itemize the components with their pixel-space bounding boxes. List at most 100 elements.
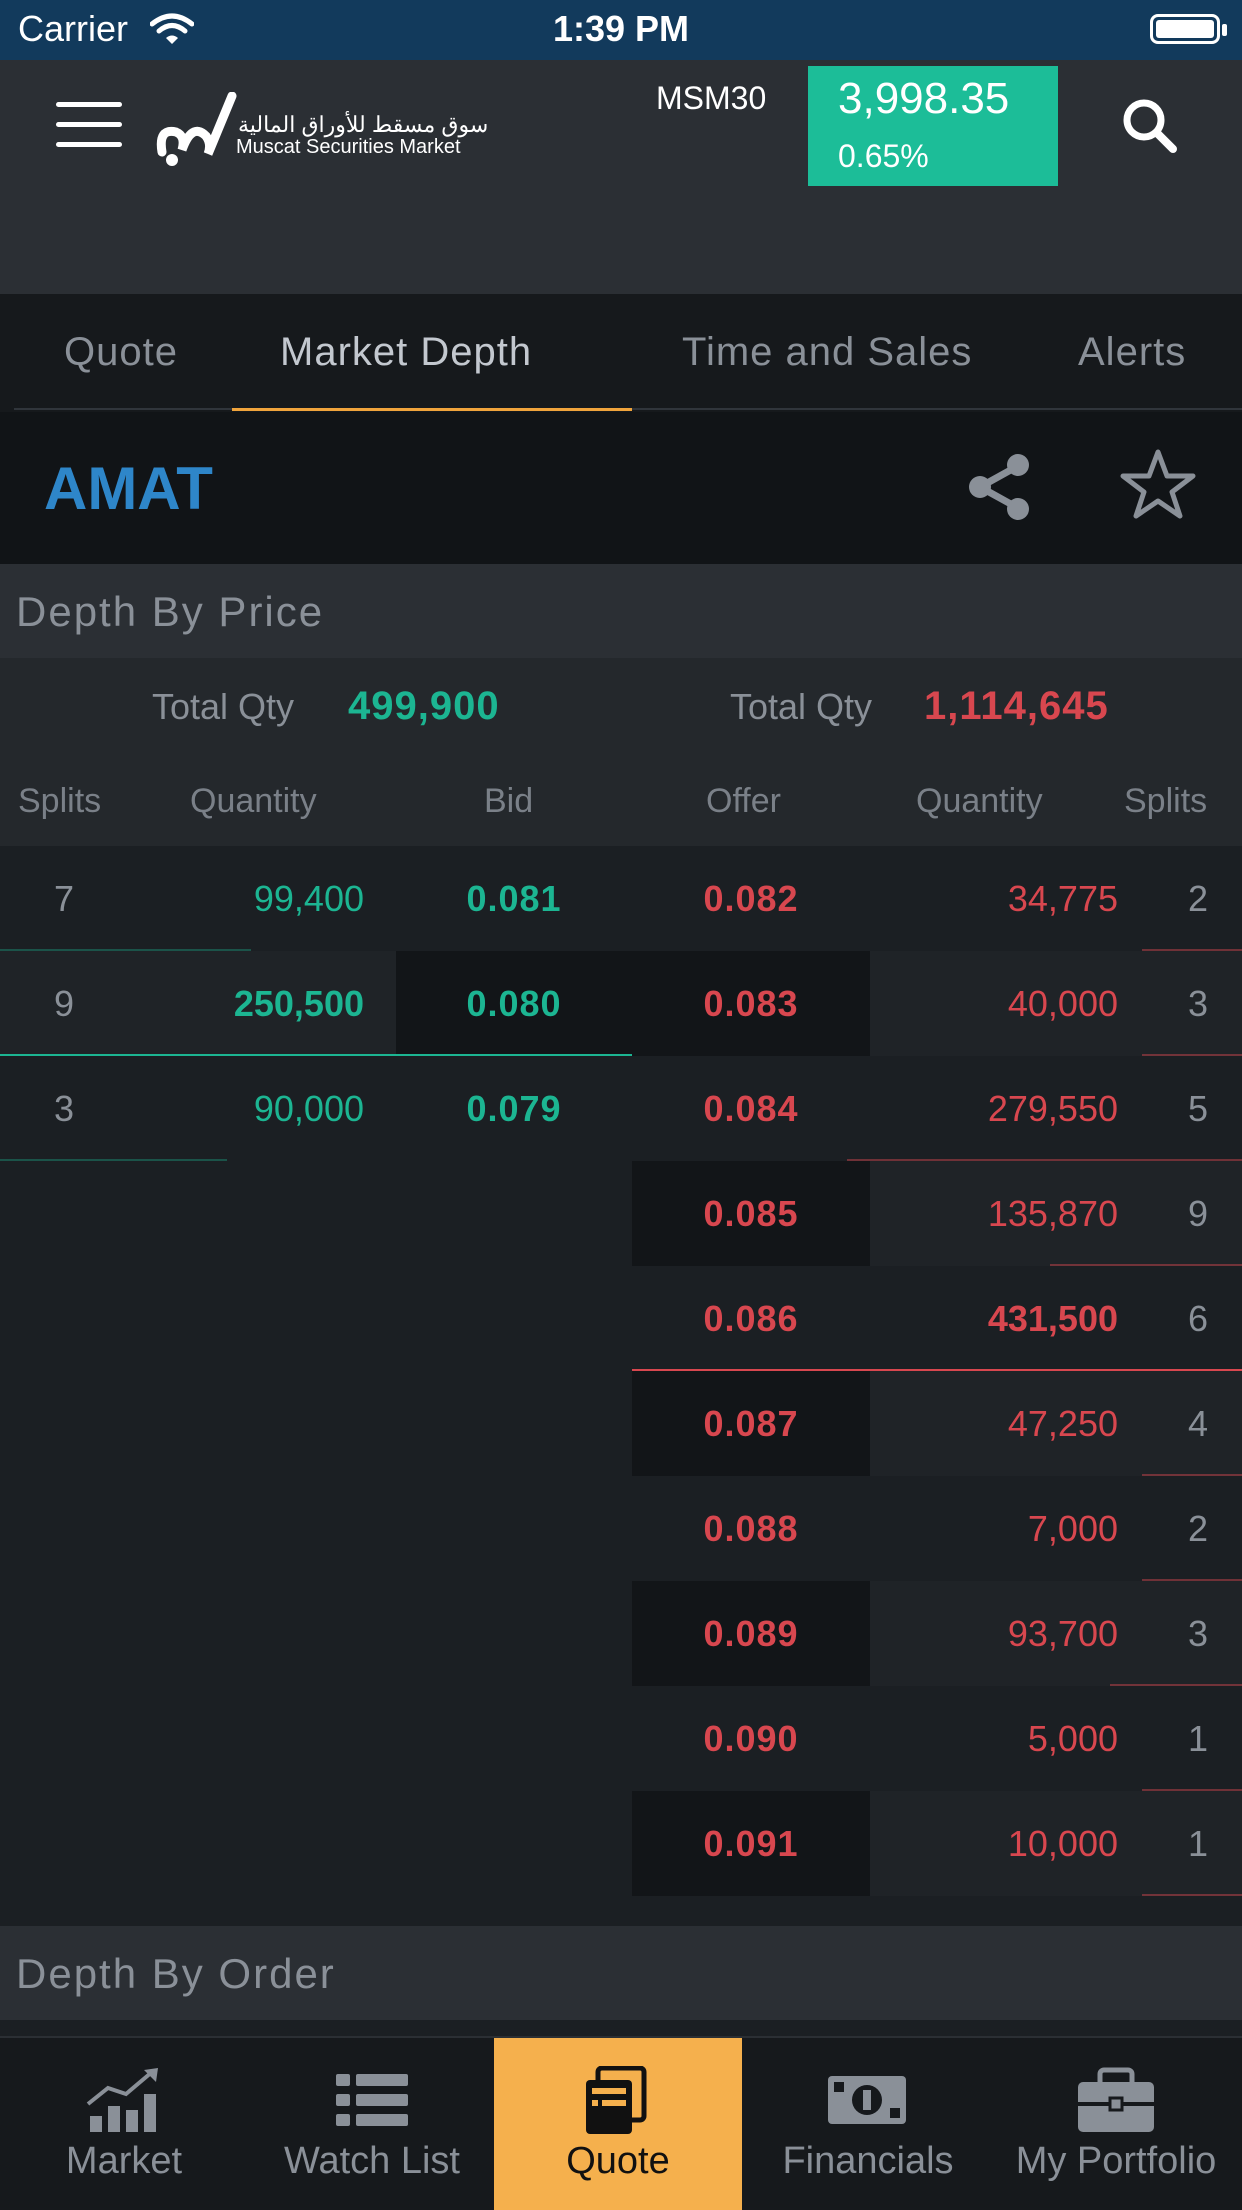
ask-depth-bar [1050, 1264, 1242, 1266]
nav-watch-list[interactable]: Watch List [248, 2038, 496, 2210]
bid-side [0, 1371, 632, 1476]
depth-row: 0.088 7,000 2 [0, 1476, 1242, 1581]
ask-price[interactable]: 0.082 [703, 878, 799, 919]
ask-price[interactable]: 0.088 [703, 1508, 799, 1549]
ask-depth-bar [1142, 1054, 1242, 1056]
ask-quantity: 40,000 [1007, 983, 1118, 1024]
nav-market-label: Market [65, 2140, 183, 2182]
ask-price[interactable]: 0.084 [703, 1088, 799, 1129]
ask-quantity: 5,000 [1027, 1718, 1118, 1759]
ask-price-cell [632, 846, 870, 951]
tab-active-indicator [232, 408, 632, 411]
nav-my-portfolio[interactable]: My Portfolio [992, 2038, 1240, 2210]
ask-price-cell [632, 1371, 870, 1476]
bid-price[interactable]: 0.079 [466, 1088, 562, 1129]
totals-row: Total Qty 499,900 Total Qty 1,114,645 [0, 658, 1242, 754]
bid-side: 9 250,500 0.080 [0, 951, 632, 1056]
tab-market-depth[interactable]: Market Depth [280, 330, 533, 374]
col-ask-quantity: Quantity [916, 782, 1043, 820]
ask-depth-bar [1142, 949, 1242, 951]
nav-watch-list-label: Watch List [284, 2140, 460, 2182]
depth-by-price-header[interactable]: Depth By Price [0, 564, 1242, 658]
carrier-label: Carrier [18, 8, 129, 49]
bid-side [0, 1161, 632, 1266]
index-label: MSM30 [656, 80, 767, 116]
ask-price-cell [632, 1266, 870, 1371]
nav-market[interactable]: Market [0, 2038, 248, 2210]
ask-splits: 3 [1188, 1613, 1209, 1654]
ask-quantity: 47,250 [1007, 1403, 1118, 1444]
nav-my-portfolio-label: My Portfolio [1015, 2140, 1217, 2182]
ask-quantity: 93,700 [1007, 1613, 1118, 1654]
ask-quantity: 135,870 [987, 1193, 1118, 1234]
bid-price[interactable]: 0.081 [466, 878, 562, 919]
menu-icon[interactable] [56, 102, 122, 148]
ask-depth-bar [1142, 1789, 1242, 1791]
list-icon [336, 2074, 408, 2126]
chart-icon [86, 2068, 158, 2132]
search-icon[interactable] [1120, 96, 1180, 156]
quote-icon [586, 2066, 647, 2134]
ask-price[interactable]: 0.090 [703, 1718, 799, 1759]
tab-time-and-sales[interactable]: Time and Sales [682, 330, 973, 374]
depth-by-order-title: Depth By Order [16, 1950, 336, 1997]
logo-english-text: Muscat Securities Market [236, 136, 461, 158]
ask-price[interactable]: 0.087 [703, 1403, 799, 1444]
depth-row: 0.091 10,000 1 [0, 1791, 1242, 1896]
bid-price-cell [396, 846, 632, 951]
ask-splits: 5 [1188, 1088, 1209, 1129]
bid-side [0, 1791, 632, 1896]
logo-arabic-text: سوق مسقط للأوراق المالية [238, 112, 489, 137]
index-badge[interactable]: 3,998.35 0.65% [808, 66, 1058, 186]
tab-alerts[interactable]: Alerts [1078, 330, 1187, 374]
depth-column-headers: Splits Quantity Bid Offer Quantity Split… [0, 754, 1242, 846]
bid-splits: 7 [54, 878, 75, 919]
ask-price[interactable]: 0.091 [703, 1823, 799, 1864]
depth-row: 0.085 135,870 9 [0, 1161, 1242, 1266]
ask-splits: 3 [1188, 983, 1209, 1024]
bid-total-qty: 499,900 [348, 684, 500, 728]
clock: 1:39 PM [552, 8, 690, 49]
bid-side: 7 99,400 0.081 [0, 846, 632, 951]
bid-price[interactable]: 0.080 [466, 983, 562, 1024]
ask-side: 0.087 47,250 4 [632, 1371, 1242, 1476]
ask-price[interactable]: 0.086 [703, 1298, 799, 1339]
tab-quote[interactable]: Quote [64, 330, 178, 374]
depth-row: 7 99,400 0.081 0.082 34,775 2 [0, 846, 1242, 951]
col-bid-splits: Splits [18, 782, 102, 820]
depth-by-price-title: Depth By Price [16, 588, 325, 635]
ask-side: 0.085 135,870 9 [632, 1161, 1242, 1266]
ask-side: 0.089 93,700 3 [632, 1581, 1242, 1686]
nav-financials[interactable]: Financials [744, 2038, 992, 2210]
ask-splits: 1 [1188, 1823, 1209, 1864]
nav-quote[interactable]: Quote [494, 2038, 742, 2210]
ask-total-label: Total Qty [730, 686, 873, 727]
depth-row: 0.087 47,250 4 [0, 1371, 1242, 1476]
ask-side: 0.084 279,550 5 [632, 1056, 1242, 1161]
bid-side [0, 1581, 632, 1686]
ask-price[interactable]: 0.085 [703, 1193, 799, 1234]
bid-side [0, 1476, 632, 1581]
star-icon[interactable] [1120, 448, 1196, 520]
symbol-title: AMAT [44, 455, 213, 522]
ask-price[interactable]: 0.089 [703, 1613, 799, 1654]
ask-splits: 4 [1188, 1403, 1209, 1444]
bid-side [0, 1686, 632, 1791]
share-icon[interactable] [966, 452, 1032, 522]
ask-side: 0.088 7,000 2 [632, 1476, 1242, 1581]
tab-bar: Quote Market Depth Time and Sales Alerts [0, 294, 1242, 412]
status-bar: Carrier 1:39 PM [0, 0, 1242, 60]
depth-row: 3 90,000 0.079 0.084 279,550 5 [0, 1056, 1242, 1161]
col-bid-quantity: Quantity [190, 782, 317, 820]
bid-side [0, 1266, 632, 1371]
ask-side: 0.091 10,000 1 [632, 1791, 1242, 1896]
ask-splits: 6 [1188, 1298, 1209, 1339]
ask-splits: 1 [1188, 1718, 1209, 1759]
ask-price[interactable]: 0.083 [703, 983, 799, 1024]
ask-depth-bar [632, 1369, 1242, 1371]
ask-depth-bar [847, 1159, 1242, 1161]
ask-price-cell [632, 1161, 870, 1266]
ask-price-cell [632, 1791, 870, 1896]
depth-by-order-header[interactable]: Depth By Order [0, 1926, 1242, 2020]
ask-total-qty: 1,114,645 [924, 684, 1109, 728]
